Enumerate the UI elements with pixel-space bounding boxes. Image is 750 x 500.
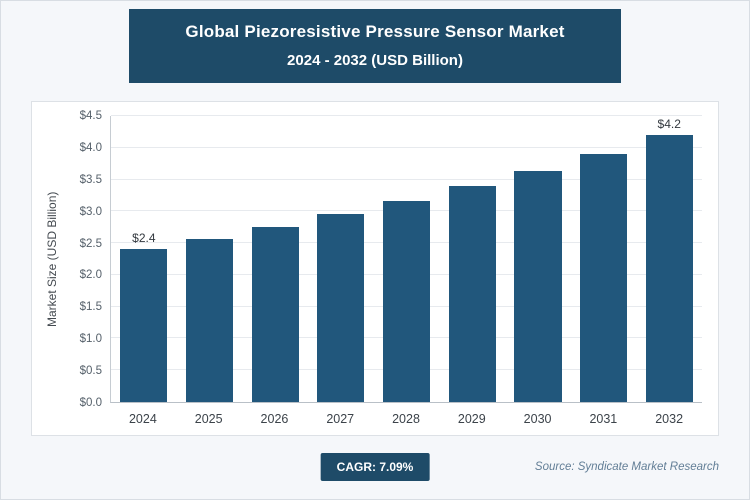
- y-tick-label: $0.0: [79, 397, 102, 409]
- chart-footer: CAGR: 7.09% Source: Syndicate Market Res…: [31, 449, 719, 489]
- bar-column: [177, 116, 243, 402]
- bar-2024[interactable]: [120, 249, 168, 402]
- y-tick-label: $2.0: [79, 269, 102, 282]
- x-tick-label: 2030: [523, 412, 552, 426]
- x-tick-label: 2024: [128, 412, 157, 426]
- bar-column: [439, 116, 505, 402]
- gridline: [111, 115, 702, 116]
- chart-card: Market Size (USD Billion) $0.0 $0.5 $1.0 $1…: [31, 101, 719, 436]
- bar-column: [505, 116, 571, 402]
- x-tick-label: 2032: [655, 412, 684, 426]
- x-tick-label: 2027: [326, 412, 355, 426]
- y-axis-title: Market Size (USD Billion): [45, 191, 59, 328]
- y-tick-label: $3.0: [79, 205, 102, 218]
- bar-column: [571, 116, 637, 402]
- gridline: [111, 146, 702, 148]
- bar-2031[interactable]: [579, 154, 628, 402]
- y-tick-label: $4.5: [79, 110, 102, 122]
- bar-2025[interactable]: [185, 238, 234, 402]
- y-tick-label: $1.0: [79, 333, 102, 346]
- bar-value-label: $4.2: [657, 117, 681, 132]
- bar-column: $4.2: [636, 116, 702, 402]
- plot-area: $2.4 $4.2: [110, 115, 702, 403]
- bar-2029[interactable]: [448, 185, 496, 402]
- y-tick-label: $4.0: [79, 141, 102, 154]
- chart-title: Global Piezoresistive Pressure Sensor Ma…: [185, 22, 565, 41]
- bar-2028[interactable]: [382, 200, 431, 402]
- y-tick-label: $0.5: [79, 365, 102, 378]
- bar-column: [242, 116, 308, 402]
- cagr-badge: CAGR: 7.09%: [320, 453, 430, 481]
- x-tick-label: 2026: [260, 412, 289, 426]
- bar-value-label: $2.4: [132, 231, 156, 246]
- bar-column: [308, 116, 374, 402]
- gridline: [111, 178, 702, 180]
- x-tick-label: 2031: [589, 412, 618, 426]
- chart-area: Market Size (USD Billion) $0.0 $0.5 $1.0 $1…: [40, 110, 702, 429]
- y-axis-ticks: $0.0 $0.5 $1.0 $1.5 $2.0 $2.5 $3.0 $3.5 $4.0 $4.5: [64, 110, 110, 409]
- bars-row: $2.4 $4.2: [111, 116, 702, 402]
- y-tick-label: $2.5: [79, 237, 102, 250]
- bar-2027[interactable]: [317, 213, 365, 402]
- x-axis-ticks: 2024 2025 2026 2027 2028 2029 2030 2031 2032: [110, 403, 702, 429]
- bar-column: $2.4: [111, 116, 177, 402]
- x-tick-label: 2028: [392, 412, 420, 426]
- bar-2030[interactable]: [514, 170, 562, 402]
- bar-2032[interactable]: [645, 135, 693, 402]
- bar-column: [374, 116, 440, 402]
- bar-2026[interactable]: [251, 226, 299, 402]
- chart-subtitle: 2024 - 2032 (USD Billion): [287, 52, 463, 69]
- chart-title-banner: Global Piezoresistive Pressure Sensor Ma…: [129, 9, 621, 83]
- y-tick-label: $1.5: [79, 301, 102, 314]
- source-text: Source: Syndicate Market Research: [534, 461, 719, 473]
- x-tick-label: 2029: [457, 412, 486, 426]
- x-tick-label: 2025: [194, 412, 223, 426]
- y-tick-label: $3.5: [79, 173, 102, 186]
